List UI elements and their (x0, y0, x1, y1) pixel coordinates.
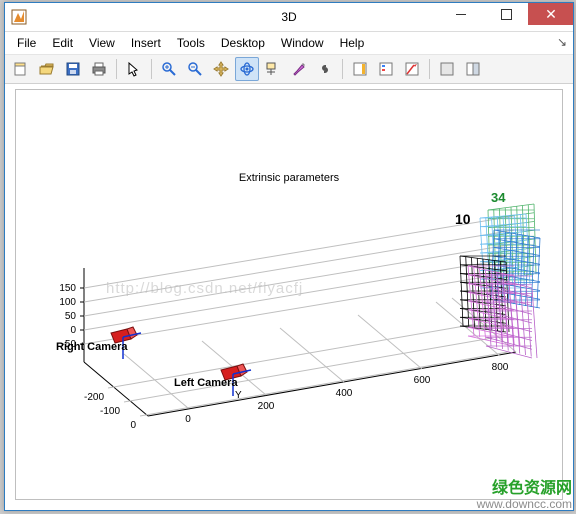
figure-window: 3D ✕ File Edit View Insert Tools Desktop… (4, 2, 574, 511)
svg-text:600: 600 (414, 375, 431, 386)
colorbar-icon[interactable] (348, 57, 372, 81)
left-camera-label: Left Camera (174, 377, 238, 389)
link-icon[interactable] (313, 57, 337, 81)
maximize-button[interactable] (483, 3, 528, 25)
svg-text:-200: -200 (84, 392, 104, 403)
datacursor-icon[interactable] (261, 57, 285, 81)
svg-text:0: 0 (185, 414, 191, 425)
new-figure-icon[interactable] (9, 57, 33, 81)
menubar: File Edit View Insert Tools Desktop Wind… (5, 32, 573, 55)
rotate3d-icon[interactable] (235, 57, 259, 81)
svg-text:200: 200 (258, 401, 275, 412)
pan-icon[interactable] (209, 57, 233, 81)
pointer-icon[interactable] (122, 57, 146, 81)
matlab-app-icon (11, 9, 27, 25)
dock-icon[interactable] (461, 57, 485, 81)
menu-overflow-icon[interactable]: ↘ (557, 35, 567, 49)
svg-text:50: 50 (65, 311, 77, 322)
board-label-34: 34 (491, 190, 506, 205)
minimize-button[interactable] (438, 3, 483, 25)
menu-help[interactable]: Help (332, 34, 373, 52)
legend-icon[interactable] (374, 57, 398, 81)
footer-line1: 绿色资源网 (477, 480, 572, 498)
footer-branding: 绿色资源网 www.downcc.com (477, 480, 572, 512)
titlebar: 3D ✕ (5, 3, 573, 32)
axes-svg: 0200400600800-200-1000150100500-50Right … (16, 90, 562, 500)
zoom-in-icon[interactable] (157, 57, 181, 81)
svg-text:-100: -100 (100, 406, 120, 417)
annotate-icon[interactable] (400, 57, 424, 81)
svg-text:400: 400 (336, 388, 353, 399)
svg-text:0: 0 (70, 325, 76, 336)
zoom-out-icon[interactable] (183, 57, 207, 81)
svg-text:Y: Y (235, 390, 242, 401)
save-icon[interactable] (61, 57, 85, 81)
right-camera-label: Right Camera (56, 341, 128, 353)
menu-edit[interactable]: Edit (44, 34, 81, 52)
menu-insert[interactable]: Insert (123, 34, 169, 52)
board-label-10: 10 (455, 211, 471, 227)
close-button[interactable]: ✕ (528, 3, 573, 25)
brush-icon[interactable] (287, 57, 311, 81)
calib-board (460, 256, 509, 332)
axes-3d[interactable]: Extrinsic parameters http://blog.csdn.ne… (15, 89, 563, 500)
menu-file[interactable]: File (9, 34, 44, 52)
toolbar (5, 55, 573, 84)
menu-desktop[interactable]: Desktop (213, 34, 273, 52)
open-icon[interactable] (35, 57, 59, 81)
svg-text:800: 800 (492, 362, 509, 373)
menu-tools[interactable]: Tools (169, 34, 213, 52)
svg-text:0: 0 (130, 420, 136, 431)
svg-text:100: 100 (59, 297, 76, 308)
svg-text:150: 150 (59, 283, 76, 294)
print-icon[interactable] (87, 57, 111, 81)
menu-window[interactable]: Window (273, 34, 332, 52)
footer-line2: www.downcc.com (477, 498, 572, 512)
hide-tools-icon[interactable] (435, 57, 459, 81)
menu-view[interactable]: View (81, 34, 123, 52)
window-controls: ✕ (438, 3, 573, 25)
